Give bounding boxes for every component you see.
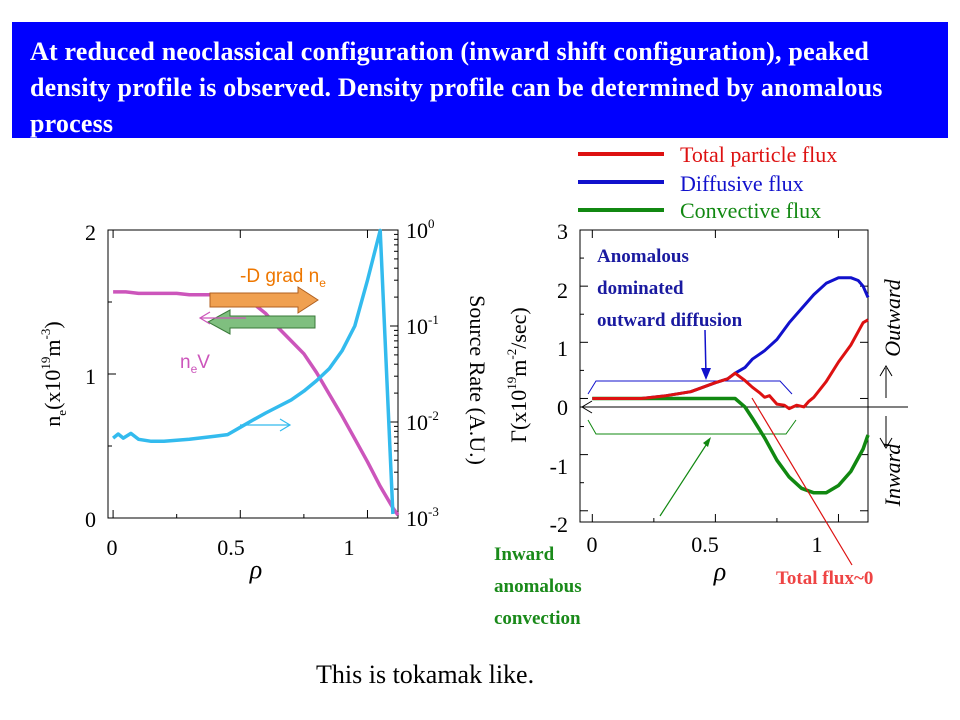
outward-word: Outward bbox=[880, 278, 905, 356]
inward-pointer-head bbox=[703, 437, 711, 447]
source-y-label: Source Rate (A.U.) bbox=[465, 295, 490, 465]
flux-x-tick-1: 0.5 bbox=[691, 532, 719, 557]
flux-y-tick-m2: -2 bbox=[550, 512, 568, 537]
total-flux-line bbox=[592, 318, 869, 411]
convection-label: neV bbox=[180, 352, 210, 376]
flux-y-label: Γ(x1019m-2/sec) bbox=[504, 307, 531, 443]
source-y-tick-2: 10-2 bbox=[406, 408, 439, 435]
flux-x-tick-2: 1 bbox=[812, 532, 823, 557]
anomalous-label: Anomalous dominated outward diffusion bbox=[597, 246, 743, 331]
anomalous-pointer-head bbox=[701, 368, 711, 380]
legend-label-total: Total particle flux bbox=[680, 142, 837, 167]
pink-arrow bbox=[198, 311, 246, 325]
density-y-tick-0: 0 bbox=[85, 507, 96, 532]
total-label: Total flux~0 bbox=[776, 568, 873, 589]
cyan-arrow bbox=[240, 418, 292, 432]
source-y-tick-0: 100 bbox=[406, 216, 435, 243]
outward-bracket bbox=[587, 380, 793, 395]
total-pointer bbox=[751, 397, 853, 566]
footer-text: This is tokamak like. bbox=[316, 660, 535, 689]
density-x-label: ρ bbox=[249, 555, 262, 584]
density-x-tick-0: 0 bbox=[107, 535, 118, 560]
slide-title: At reduced neoclassical configuration (i… bbox=[30, 37, 883, 138]
inward-bracket bbox=[587, 419, 797, 435]
flux-y-tick-2: 2 bbox=[557, 278, 568, 303]
density-axis-ticks bbox=[108, 229, 398, 519]
inward-pointer bbox=[659, 441, 709, 517]
inward-label: Inward anomalous convection bbox=[494, 544, 586, 629]
flux-y-tick-0: 0 bbox=[557, 395, 568, 420]
direction-arrows bbox=[879, 365, 893, 449]
source-y-tick-1: 10-1 bbox=[406, 312, 439, 339]
convection-arrow bbox=[206, 309, 316, 335]
density-y-label: ne(x1019m-3) bbox=[38, 321, 69, 426]
legend-label-convective: Convective flux bbox=[680, 198, 821, 223]
title-box: At reduced neoclassical configuration (i… bbox=[12, 22, 948, 138]
density-y-tick-1: 1 bbox=[85, 364, 96, 389]
flux-y-tick-3: 3 bbox=[557, 219, 568, 244]
flux-y-tick-m1: -1 bbox=[550, 454, 568, 479]
source-rate-line bbox=[112, 228, 395, 515]
flux-y-tick-1: 1 bbox=[557, 336, 568, 361]
density-x-tick-2: 1 bbox=[344, 535, 355, 560]
density-x-tick-1: 0.5 bbox=[217, 535, 245, 560]
legend-label-diffusive: Diffusive flux bbox=[680, 171, 804, 196]
source-y-tick-3: 10-3 bbox=[406, 504, 439, 531]
density-profile-line bbox=[113, 290, 400, 517]
flux-plot-frame bbox=[579, 229, 869, 523]
flux-axis-ticks bbox=[580, 229, 868, 522]
convective-flux-line bbox=[592, 396, 870, 495]
diffusion-arrow bbox=[209, 286, 319, 314]
diffusion-label: -D grad ne bbox=[240, 266, 326, 290]
flux-x-tick-0: 0 bbox=[587, 532, 598, 557]
flux-legend: Total particle flux Diffusive flux Conve… bbox=[578, 142, 837, 223]
inward-word: Inward bbox=[880, 443, 905, 508]
zero-left-arrow-head bbox=[581, 400, 593, 414]
density-y-tick-2: 2 bbox=[85, 220, 96, 245]
flux-x-label: ρ bbox=[713, 557, 726, 586]
